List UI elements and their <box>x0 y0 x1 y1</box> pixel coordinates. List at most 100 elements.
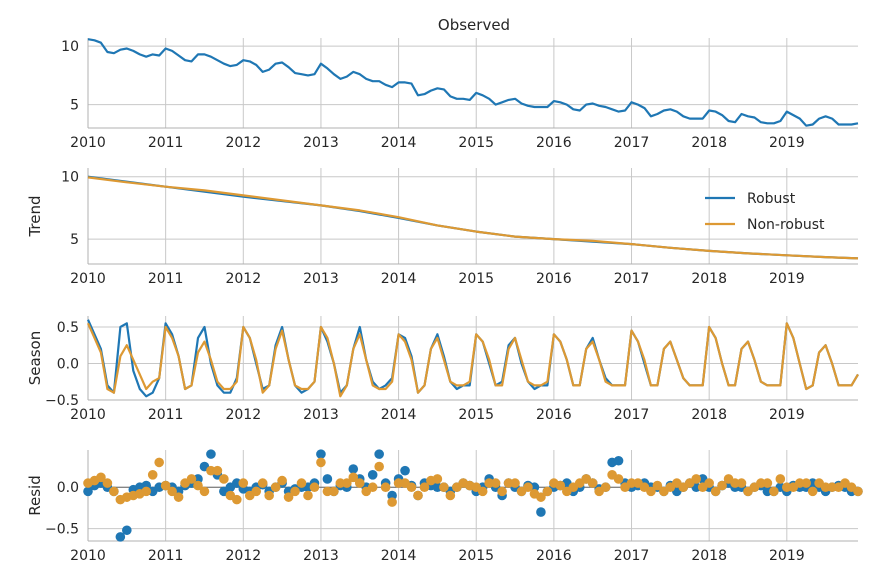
data-point <box>257 478 268 488</box>
panel-1: 2010 2011 2012 2013 2014 2015 2016 2017 2018 2019… <box>61 16 859 151</box>
x-tick-label: 2011 <box>148 271 184 287</box>
data-point <box>303 490 313 501</box>
data-point <box>238 478 249 488</box>
x-tick-label: 2019 <box>769 407 805 423</box>
data-point <box>160 480 171 491</box>
data-point <box>400 465 410 476</box>
x-tick-label: 2013 <box>303 271 339 287</box>
x-tick-label: 2019 <box>769 135 805 151</box>
data-point <box>587 478 598 488</box>
series-line-non-robust <box>86 322 859 398</box>
data-point <box>717 480 727 491</box>
x-tick-label: 2013 <box>303 135 339 151</box>
data-point <box>691 474 702 484</box>
data-point <box>652 480 663 491</box>
data-point <box>309 482 320 493</box>
data-point <box>109 486 119 497</box>
data-point <box>115 532 126 542</box>
x-tick-label: 2012 <box>225 135 261 151</box>
data-point <box>329 486 339 497</box>
data-point <box>536 492 546 502</box>
x-tick-label: 2015 <box>458 407 494 423</box>
data-point <box>348 472 359 483</box>
data-point <box>322 474 333 484</box>
y-tick-label: 10 <box>61 39 79 55</box>
data-point <box>193 480 203 491</box>
x-tick-label: 2018 <box>691 271 727 287</box>
y-axis-label: Season <box>26 331 44 385</box>
x-tick-label: 2012 <box>225 407 261 423</box>
x-tick-label: 2016 <box>536 548 572 564</box>
y-tick-label: 5 <box>70 98 79 114</box>
data-point <box>704 478 714 488</box>
x-tick-label: 2012 <box>225 548 261 564</box>
data-point <box>147 470 158 480</box>
data-point <box>387 497 397 507</box>
x-tick-label: 2011 <box>148 548 184 564</box>
data-point <box>613 455 624 466</box>
data-point <box>167 486 177 497</box>
x-tick-label: 2014 <box>381 548 417 564</box>
data-point <box>186 474 197 484</box>
x-tick-label: 2016 <box>536 271 572 287</box>
data-point <box>173 492 184 502</box>
x-tick-label: 2010 <box>70 271 106 287</box>
y-tick-label: 10 <box>61 170 79 186</box>
data-point <box>296 478 307 488</box>
data-point <box>199 486 210 497</box>
x-tick-label: 2014 <box>381 407 417 423</box>
data-point <box>413 490 423 501</box>
data-point <box>380 482 391 493</box>
x-tick-label: 2013 <box>303 548 339 564</box>
y-tick-label: −0.5 <box>45 393 79 409</box>
data-point <box>406 482 417 493</box>
data-point <box>646 486 656 497</box>
y-tick-label: 0.0 <box>57 480 79 496</box>
y-tick-label: 0.0 <box>57 356 79 372</box>
data-point <box>807 486 818 497</box>
x-tick-label: 2017 <box>614 407 650 423</box>
x-tick-label: 2018 <box>691 407 727 423</box>
x-tick-label: 2012 <box>225 271 261 287</box>
data-point <box>445 490 456 501</box>
x-tick-label: 2011 <box>148 407 184 423</box>
data-point <box>775 474 786 484</box>
x-tick-label: 2015 <box>458 271 494 287</box>
panel-title: Observed <box>438 16 510 34</box>
data-point <box>439 482 449 493</box>
data-point <box>490 478 501 488</box>
data-point <box>264 490 274 501</box>
panel-2: 2010 2011 2012 2013 2014 2015 2016 2017 2018 2019… <box>26 168 859 287</box>
data-point <box>316 449 326 459</box>
data-point <box>270 482 281 493</box>
series-line-robust <box>87 38 859 127</box>
x-tick-label: 2017 <box>614 548 650 564</box>
data-point <box>853 486 863 497</box>
data-point <box>762 478 773 488</box>
x-tick-label: 2019 <box>769 548 805 564</box>
y-tick-label: 0.5 <box>57 320 79 336</box>
data-point <box>367 470 378 480</box>
data-point <box>219 474 229 484</box>
x-tick-label: 2019 <box>769 271 805 287</box>
x-tick-label: 2016 <box>536 407 572 423</box>
data-point <box>122 525 132 536</box>
data-point <box>206 449 216 459</box>
panel-3: 2010 2011 2012 2013 2014 2015 2016 2017 2018 2019… <box>26 316 859 423</box>
data-point <box>536 507 546 517</box>
x-tick-label: 2016 <box>536 135 572 151</box>
data-point <box>141 486 152 497</box>
data-point <box>283 492 294 502</box>
x-tick-label: 2010 <box>70 548 106 564</box>
data-point <box>342 478 352 488</box>
legend-label: Non-robust <box>747 217 825 233</box>
x-tick-label: 2015 <box>458 548 494 564</box>
data-point <box>348 464 359 474</box>
data-point <box>497 486 507 497</box>
data-point <box>83 486 93 497</box>
x-tick-label: 2018 <box>691 548 727 564</box>
data-point <box>801 478 812 488</box>
y-tick-label: −0.5 <box>45 522 79 538</box>
data-point <box>277 475 287 486</box>
x-tick-label: 2010 <box>70 135 106 151</box>
